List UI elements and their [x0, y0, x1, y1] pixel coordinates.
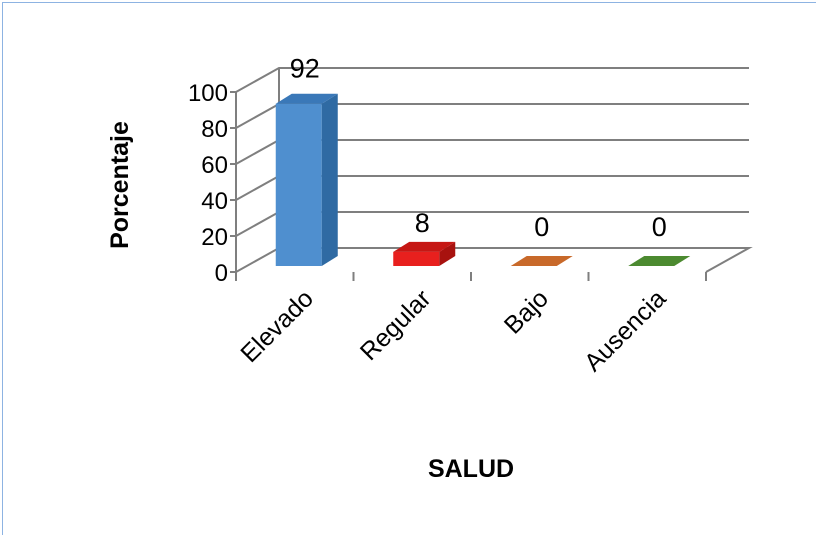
- x-tick-label: Elevado: [235, 284, 319, 368]
- y-tick-label: 80: [201, 116, 228, 143]
- x-axis-title: SALUD: [428, 455, 514, 483]
- bar-top: [275, 93, 338, 104]
- data-label: 8: [415, 208, 430, 238]
- bar-bajo: [510, 256, 573, 266]
- data-label: 92: [290, 54, 320, 84]
- data-label: 0: [652, 212, 667, 242]
- bar-top: [628, 256, 691, 266]
- y-tick-label: 60: [201, 152, 228, 179]
- bar-regular: [393, 241, 456, 266]
- x-tick-label: Bajo: [499, 284, 554, 339]
- x-tick-label: Ausencia: [579, 284, 672, 377]
- bar-side: [321, 93, 338, 266]
- data-labels: 92 8 0 0: [290, 54, 667, 242]
- bar-ausencia: [628, 256, 691, 266]
- y-tick-label: 20: [201, 224, 228, 251]
- y-axis-title: Porcentaje: [106, 121, 134, 249]
- data-label: 0: [534, 212, 549, 242]
- y-tick-label: 0: [215, 260, 228, 287]
- y-tick-labels: 0 20 40 60 80 100: [188, 80, 228, 287]
- y-tick-label: 40: [201, 188, 228, 215]
- bars: [275, 93, 691, 266]
- bar-front: [275, 103, 322, 266]
- bar-top: [510, 256, 573, 266]
- floor-outline: [235, 247, 753, 273]
- x-tick-labels: Elevado Regular Bajo Ausencia: [235, 284, 671, 377]
- y-tick-label: 100: [188, 80, 228, 107]
- bar-front: [393, 251, 440, 266]
- bar-top: [393, 241, 456, 252]
- x-tick-label: Regular: [355, 284, 437, 366]
- bar-side: [439, 241, 456, 266]
- bar-elevado: [275, 93, 338, 266]
